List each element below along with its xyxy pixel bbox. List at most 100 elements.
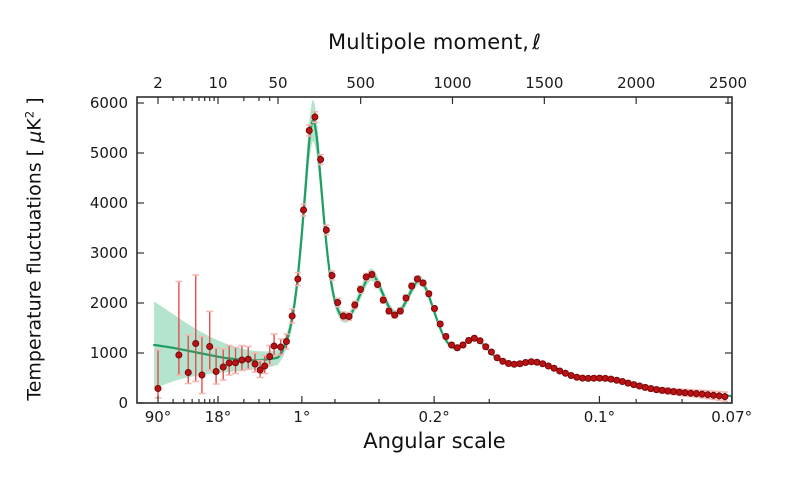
data-point <box>225 359 233 367</box>
data-point <box>328 272 336 280</box>
data-point <box>607 375 615 383</box>
data-point <box>681 389 689 397</box>
data-point <box>232 359 240 367</box>
bottom-axis-title: Angular scale <box>363 429 506 453</box>
data-point <box>556 367 564 375</box>
data-point <box>266 353 274 361</box>
y-tick-label: 1000 <box>90 344 128 362</box>
data-point <box>175 351 183 359</box>
data-point <box>647 385 655 393</box>
bottom-tick-label: 0.1° <box>584 408 615 426</box>
data-point <box>635 382 643 390</box>
data-point <box>212 368 220 376</box>
y-axis-title-suffix: ] <box>23 97 46 111</box>
data-point <box>219 363 227 371</box>
kelvin-symbol: K <box>23 118 46 131</box>
data-point <box>345 313 353 321</box>
data-point <box>419 279 427 287</box>
data-point <box>561 369 569 377</box>
data-point <box>579 374 587 382</box>
data-point <box>658 386 666 394</box>
data-point <box>317 155 325 163</box>
top-axis-title: Multipole moment, ℓ <box>137 30 732 54</box>
data-point <box>362 273 370 281</box>
data-point <box>300 206 308 214</box>
y-tick-label: 2000 <box>90 294 128 312</box>
data-point <box>539 360 547 368</box>
data-point <box>493 354 501 362</box>
data-point <box>465 337 473 345</box>
data-point <box>601 374 609 382</box>
data-points <box>154 113 729 401</box>
data-point <box>476 337 484 345</box>
data-point <box>305 126 313 134</box>
data-point <box>334 299 342 307</box>
data-point <box>715 392 723 400</box>
data-point <box>184 369 192 377</box>
data-point <box>244 355 252 363</box>
data-point <box>692 390 700 398</box>
top-tick-label: 2000 <box>617 74 655 92</box>
data-point <box>596 374 604 382</box>
data-point <box>402 294 410 302</box>
data-point <box>442 333 450 341</box>
data-point <box>311 113 319 121</box>
data-point <box>288 312 296 320</box>
data-point <box>675 388 683 396</box>
data-point <box>396 307 404 315</box>
bottom-tick-label: 18° <box>205 408 232 426</box>
top-tick-label: 2500 <box>709 74 747 92</box>
data-point <box>510 360 518 368</box>
data-point <box>256 366 264 374</box>
axis-ticks <box>137 97 733 404</box>
data-point <box>687 389 695 397</box>
top-tick-label: 10 <box>208 74 227 92</box>
data-point <box>618 378 626 386</box>
top-tick-label: 1500 <box>525 74 563 92</box>
data-point <box>436 320 444 328</box>
data-point <box>533 358 541 366</box>
data-point <box>670 388 678 396</box>
data-point <box>282 338 290 346</box>
data-point <box>379 296 387 304</box>
y-tick-label: 5000 <box>90 144 128 162</box>
data-point <box>251 360 259 368</box>
data-point <box>430 305 438 313</box>
data-point <box>374 281 382 289</box>
y-axis-title: Temperature fluctuations [ μK2 ] <box>22 97 45 400</box>
data-point <box>453 344 461 352</box>
data-point <box>391 311 399 319</box>
data-point <box>698 390 706 398</box>
data-point <box>339 312 347 320</box>
data-point <box>544 362 552 370</box>
mu-symbol: μ <box>23 130 46 143</box>
axis-tick-labels: 2 10 50 500 1000 1500 2000 2500 90° 18° 1° 0.2° 0.1°… <box>90 74 752 426</box>
data-point <box>550 364 558 372</box>
data-point <box>704 391 712 399</box>
data-point <box>351 301 359 309</box>
data-point <box>459 341 467 349</box>
data-point <box>198 371 206 379</box>
data-point <box>664 387 672 395</box>
y-axis-title-prefix: Temperature fluctuations [ <box>23 142 46 401</box>
data-point <box>516 360 524 368</box>
y-tick-label: 0 <box>118 394 128 412</box>
data-point <box>470 334 478 342</box>
data-point <box>505 360 513 368</box>
data-point <box>385 307 393 315</box>
top-tick-label: 2 <box>153 74 163 92</box>
multipole-ell-symbol: ℓ <box>532 30 542 54</box>
data-point <box>154 385 162 393</box>
data-point <box>709 391 717 399</box>
data-point <box>206 343 214 351</box>
data-point <box>270 342 278 350</box>
top-tick-label: 50 <box>268 74 287 92</box>
data-point <box>721 393 729 401</box>
data-point <box>573 373 581 381</box>
bottom-tick-label: 0.07° <box>711 408 752 426</box>
bottom-tick-label: 1° <box>293 408 310 426</box>
data-point <box>322 226 330 234</box>
data-point <box>527 358 535 366</box>
data-point <box>261 362 269 370</box>
